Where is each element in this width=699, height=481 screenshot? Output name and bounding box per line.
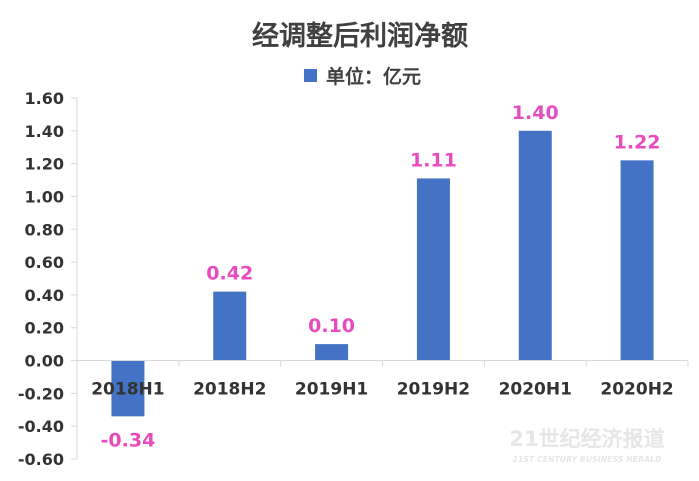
bars xyxy=(111,130,654,417)
y-tick-label: -0.20 xyxy=(18,384,64,403)
data-label: 0.42 xyxy=(206,263,253,285)
x-tick-label: 2020H1 xyxy=(499,380,572,400)
x-axis: 2018H1 2018H2 2019H1 2019H2 2020H1 2020H2 xyxy=(76,360,689,400)
y-tick-label: 1.20 xyxy=(25,155,64,174)
bar-2020h1 xyxy=(518,130,552,361)
chart-title: 经调整后利润净额 xyxy=(252,20,468,52)
bar-2019h2 xyxy=(416,178,450,361)
data-label: 0.10 xyxy=(308,315,355,337)
x-tick-label: 2018H1 xyxy=(91,380,164,400)
x-tick-label: 2019H1 xyxy=(295,380,368,400)
watermark-text: 21世纪经济报道 xyxy=(509,427,664,451)
x-tick-label: 2018H2 xyxy=(193,380,266,400)
y-tick-label: 0.60 xyxy=(25,253,64,272)
bar-2019h1 xyxy=(315,344,349,361)
data-label: 1.40 xyxy=(512,102,559,124)
y-tick-label: 0.20 xyxy=(25,319,64,338)
legend-label: 单位：亿元 xyxy=(326,65,421,88)
y-tick-label: 1.40 xyxy=(25,122,64,141)
y-tick-label: 1.60 xyxy=(25,89,64,108)
watermark: 21世纪经济报道 21ST CENTURY BUSINESS HERALD xyxy=(509,427,664,464)
bar-2020h2 xyxy=(620,160,654,361)
y-tick-label: 0.40 xyxy=(25,286,64,305)
y-axis: 1.60 1.40 1.20 1.00 0.80 0.60 0.40 0.20 0.00 -0.2… xyxy=(18,89,78,469)
data-label: 1.11 xyxy=(410,149,457,171)
legend: 单位：亿元 xyxy=(304,65,421,88)
data-labels: -0.34 0.42 0.10 1.11 1.40 1.22 xyxy=(101,102,661,452)
y-tick-label: 0.00 xyxy=(25,352,64,371)
bar-2018h1 xyxy=(111,360,145,417)
data-label: -0.34 xyxy=(101,429,156,451)
bar-2018h2 xyxy=(213,291,247,361)
data-label: 1.22 xyxy=(614,131,661,153)
y-tick-label: -0.40 xyxy=(18,417,64,436)
x-tick-label: 2020H2 xyxy=(600,380,673,400)
y-tick-label: 1.00 xyxy=(25,187,64,206)
y-tick-label: 0.80 xyxy=(25,220,64,239)
legend-swatch xyxy=(304,69,317,82)
x-tick-label: 2019H2 xyxy=(397,380,470,400)
y-tick-label: -0.60 xyxy=(18,450,64,469)
watermark-subtext: 21ST CENTURY BUSINESS HERALD xyxy=(513,455,662,464)
